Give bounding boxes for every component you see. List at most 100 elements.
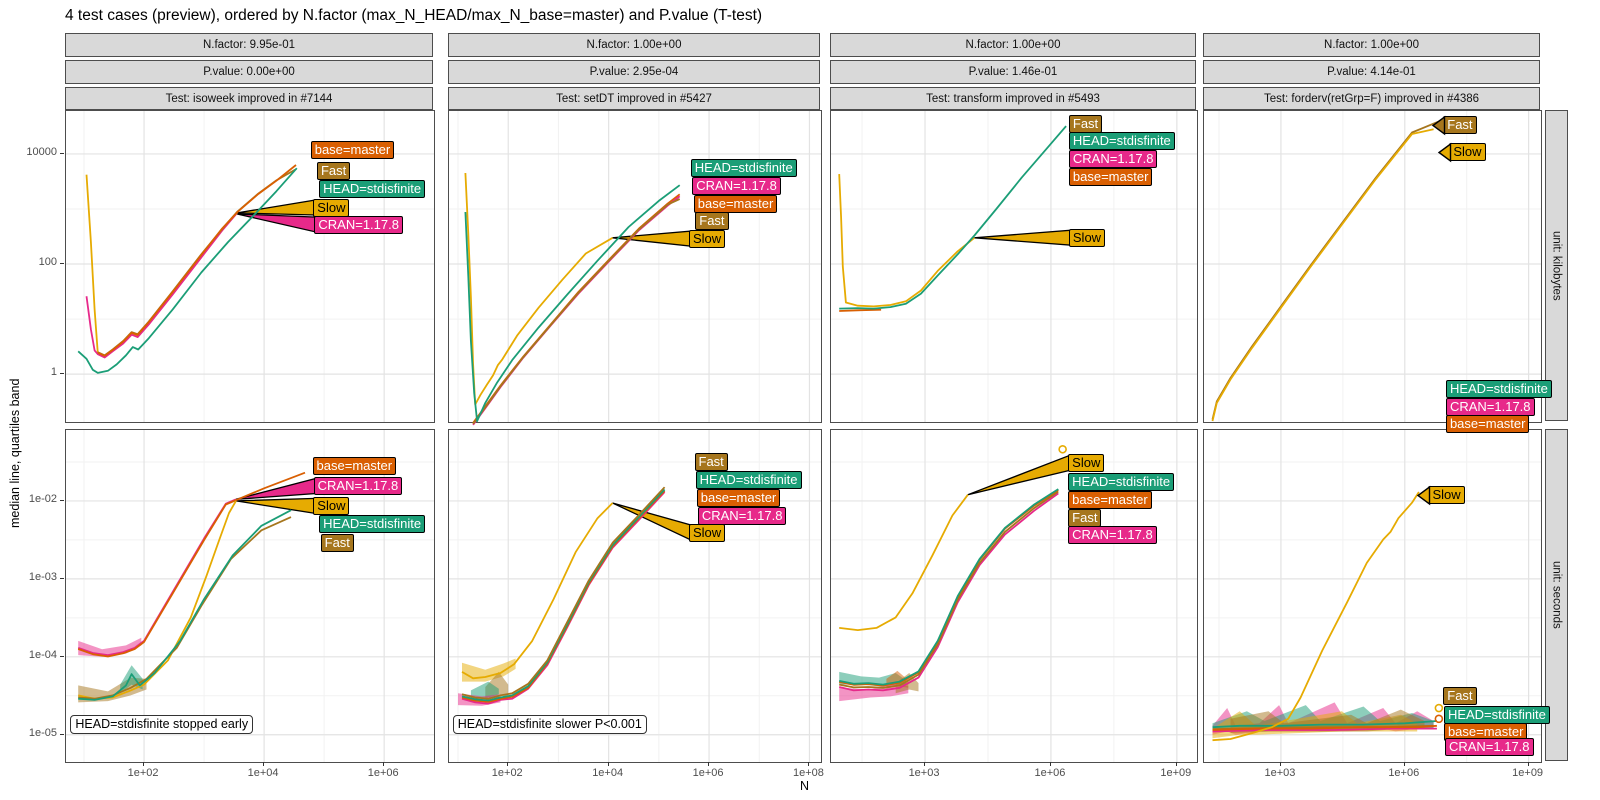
facet-strip: Test: transform improved in #5493 [830, 87, 1196, 110]
series-line-base [1212, 724, 1437, 731]
y-tick-label: 10000 [26, 145, 57, 158]
x-tick-mark [1049, 762, 1051, 766]
y-tick-mark [60, 263, 64, 265]
x-tick-label: 1e+06 [367, 767, 399, 779]
x-tick-mark [1527, 762, 1529, 766]
series-label-slow: Slow [688, 230, 726, 249]
series-label-slow: Slow [313, 497, 350, 516]
panel-transform-seconds: Slow HEAD=stdisfinite base=master Fast CRAN=… [830, 429, 1198, 763]
facet-strip: Test: setDT improved in #5427 [448, 87, 820, 110]
x-tick-mark [924, 762, 926, 766]
x-tick-mark [1279, 762, 1281, 766]
facet-strip: P.value: 2.95e-04 [448, 60, 820, 84]
y-tick-mark [60, 733, 64, 735]
x-tick-mark [263, 762, 265, 766]
x-tick-label: 1e+09 [1512, 767, 1544, 779]
panel-canvas-forderv-kilobytes [1204, 111, 1541, 422]
series-line-head [461, 488, 666, 702]
facet-strip: P.value: 1.46e-01 [830, 60, 1196, 84]
series-label-head: HEAD=stdisfinite [1068, 473, 1175, 492]
panel-setDT-seconds: Fast HEAD=stdisfinite base=master CRAN=1.17… [448, 429, 822, 763]
y-axis-title: median line, quartiles band [8, 378, 22, 528]
panel-canvas-isoweek-seconds [66, 430, 434, 762]
series-label-cran: CRAN=1.17.8 [1068, 526, 1157, 545]
series-label-base: base=master [696, 489, 781, 508]
x-axis-title: N [800, 779, 810, 793]
series-label-cran: CRAN=1.17.8 [313, 477, 403, 496]
series-label-slow: Slow [1417, 485, 1465, 506]
x-tick-label: 1e+03 [908, 767, 940, 779]
y-tick-label: 1e-02 [28, 492, 57, 505]
y-tick-mark [60, 655, 64, 657]
series-label-fast: Fast [1068, 115, 1103, 134]
series-label-cran: CRAN=1.17.8 [1444, 737, 1534, 756]
series-label-head: HEAD=stdisfinite [319, 514, 426, 533]
series-label-base: base=master [1445, 414, 1530, 433]
series-label-cran: CRAN=1.17.8 [1445, 397, 1535, 416]
series-label-head: HEAD=stdisfinite [1068, 132, 1175, 151]
x-tick-label: 1e+08 [793, 767, 824, 779]
x-tick-label: 1e+04 [592, 767, 624, 779]
panel-transform-kilobytes: Fast HEAD=stdisfinite CRAN=1.17.8 base=mast… [830, 110, 1198, 423]
quartile-band-cran [839, 683, 909, 702]
series-label-fast: Fast [1443, 687, 1477, 706]
series-line-cran [1212, 727, 1437, 733]
series-label-base: base=master [1443, 722, 1528, 741]
series-line-fast [472, 198, 681, 425]
series-label-slow: Slow [1068, 229, 1106, 248]
series-label-fast: Fast [1432, 115, 1477, 136]
series-line-head [839, 125, 1067, 310]
series-line-slow [464, 172, 614, 406]
series-line-head [839, 488, 1059, 686]
flag-arrow-icon [1417, 485, 1431, 506]
series-line-slow [85, 174, 238, 358]
x-tick-mark [708, 762, 710, 766]
facet-strip: N.factor: 1.00e+00 [1203, 33, 1540, 57]
series-line-cran [85, 212, 238, 359]
page-title: 4 test cases (preview), ordered by N.fac… [65, 7, 763, 24]
series-label-fast: Fast [320, 533, 354, 552]
series-label-base: base=master [312, 457, 397, 476]
series-line-head [1212, 720, 1437, 729]
series-line-head [78, 509, 292, 701]
y-tick-label: 1e-05 [28, 726, 57, 739]
facet-strip: Test: isoweek improved in #7144 [65, 87, 433, 110]
series-label-fast: Fast [1068, 509, 1102, 528]
series-line-fast [78, 516, 292, 700]
series-label-cran: CRAN=1.17.8 [697, 507, 787, 526]
flag-arrow-icon [1432, 115, 1446, 136]
panel-canvas-isoweek-kilobytes [66, 111, 434, 422]
series-line-base [77, 471, 306, 658]
series-label-fast: Fast [695, 212, 729, 231]
panel-isoweek-kilobytes: base=master Fast HEAD=stdisfinite Slow CRAN=… [65, 110, 435, 423]
series-label-head: HEAD=stdisfinite [1445, 380, 1552, 398]
panel-canvas-setDT-kilobytes [449, 111, 821, 426]
series-label-cran: CRAN=1.17.8 [692, 176, 781, 195]
series-label-head: HEAD=stdisfinite [319, 180, 426, 199]
panel-isoweek-seconds: base=master CRAN=1.17.8 Slow HEAD=stdisfini… [65, 429, 435, 763]
point-marker-slow [1434, 703, 1444, 713]
facet-strip: N.factor: 1.00e+00 [448, 33, 820, 57]
y-tick-mark [60, 152, 64, 154]
label-wedge-cran [235, 477, 317, 500]
y-tick-label: 1e-03 [28, 570, 57, 583]
x-tick-label: 1e+04 [247, 767, 279, 779]
series-line-slow [1212, 491, 1420, 742]
series-line-head [464, 184, 681, 423]
series-line-head [77, 167, 298, 374]
series-label-fast: Fast [694, 452, 728, 471]
y-tick-mark [60, 373, 64, 375]
facet-strip: P.value: 0.00e+00 [65, 60, 433, 84]
label-wedge-slow [974, 229, 1072, 246]
label-wedge-cran [236, 213, 318, 233]
series-label-head: HEAD=stdisfinite [690, 158, 797, 177]
series-line-base [839, 308, 882, 312]
x-tick-mark [808, 762, 810, 766]
x-tick-label: 1e+06 [692, 767, 724, 779]
x-tick-label: 1e+02 [127, 767, 159, 779]
series-line-slow [838, 174, 975, 308]
panel-forderv-kilobytes: Fast Slow HEAD=stdisfinite CRAN=1.17.8 base=… [1203, 110, 1552, 433]
panel-canvas-transform-seconds [831, 430, 1197, 762]
series-line-base [97, 164, 297, 357]
